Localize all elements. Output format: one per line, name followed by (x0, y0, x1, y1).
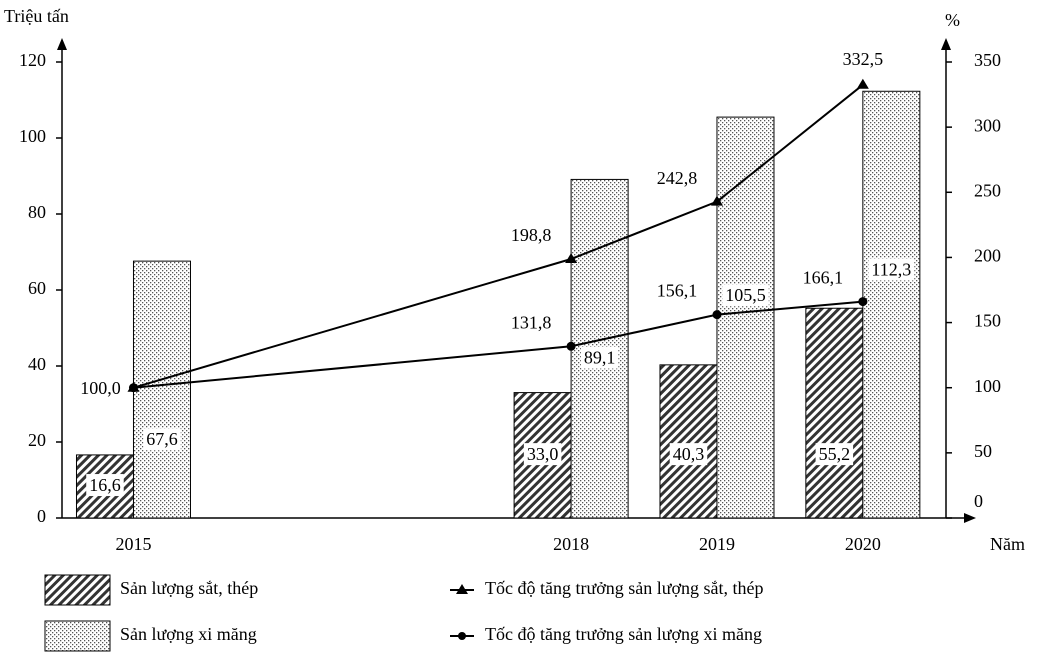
data-label: 100,0 (80, 378, 121, 398)
data-label-bg (143, 428, 181, 451)
bar (862, 90, 921, 519)
data-label-bg (86, 474, 124, 497)
axis-arrow (941, 38, 951, 50)
data-label: 33,0 (527, 444, 559, 464)
axis-arrow (57, 38, 67, 50)
data-label: 55,2 (819, 444, 851, 464)
y2-tick-label: 0 (974, 491, 983, 511)
data-label: 242,8 (657, 168, 698, 188)
data-label: 67,6 (146, 429, 178, 449)
legend-marker (458, 632, 466, 640)
data-label: 156,1 (657, 281, 698, 301)
y-tick-label: 120 (19, 50, 46, 70)
y-tick-label: 60 (28, 278, 46, 298)
bar (132, 260, 191, 519)
legend-label: Sản lượng xi măng (120, 624, 257, 644)
marker (712, 310, 722, 320)
marker (128, 383, 138, 393)
marker (858, 297, 868, 307)
y2-tick-label: 250 (974, 180, 1001, 200)
data-label: 198,8 (511, 225, 552, 245)
x-axis-title: Năm (990, 534, 1025, 554)
y-tick-label: 80 (28, 202, 46, 222)
y2-axis-title: % (945, 10, 960, 30)
data-label: 332,5 (843, 49, 884, 69)
data-label: 112,3 (871, 259, 911, 279)
data-label: 166,1 (803, 268, 844, 288)
legend-label: Tốc độ tăng trưởng sản lượng xi măng (485, 624, 762, 644)
data-label-bg (868, 258, 915, 281)
y-tick-label: 100 (19, 126, 46, 146)
bar (659, 364, 718, 519)
y2-tick-label: 50 (974, 441, 992, 461)
line (133, 300, 863, 389)
data-label-bg (580, 346, 619, 369)
bar (716, 116, 775, 519)
x-tick-label: 2018 (553, 534, 589, 554)
data-label-bg (722, 284, 769, 307)
data-label: 131,8 (511, 312, 552, 332)
y-axis-title: Triệu tấn (4, 6, 69, 26)
marker (565, 252, 578, 263)
y-tick-label: 0 (37, 506, 46, 526)
y2-tick-label: 200 (974, 246, 1001, 266)
data-label: 16,6 (89, 475, 121, 495)
marker (710, 195, 723, 206)
legend-marker (456, 584, 468, 594)
data-label: 40,3 (673, 444, 705, 464)
legend-label: Sản lượng sắt, thép (120, 578, 258, 598)
y2-tick-label: 350 (974, 50, 1001, 70)
data-label-bg (669, 443, 708, 466)
data-label: 89,1 (584, 348, 616, 368)
legend-swatch (44, 620, 111, 652)
y2-tick-label: 300 (974, 115, 1001, 135)
axis-arrow (964, 513, 976, 523)
y-tick-label: 40 (28, 354, 46, 374)
bar (805, 307, 864, 519)
line (133, 84, 864, 389)
marker (566, 341, 576, 351)
marker (856, 78, 869, 89)
y2-tick-label: 100 (974, 376, 1001, 396)
y-tick-label: 20 (28, 430, 46, 450)
x-tick-label: 2019 (699, 534, 735, 554)
y2-tick-label: 150 (974, 311, 1001, 331)
legend-label: Tốc độ tăng trưởng sản lượng sắt, thép (485, 578, 764, 598)
x-tick-label: 2020 (845, 534, 881, 554)
x-tick-label: 2015 (115, 534, 151, 554)
legend-swatch (44, 574, 111, 606)
data-label-bg (815, 443, 854, 466)
data-label-bg (523, 443, 562, 466)
data-label: 105,5 (725, 285, 766, 305)
